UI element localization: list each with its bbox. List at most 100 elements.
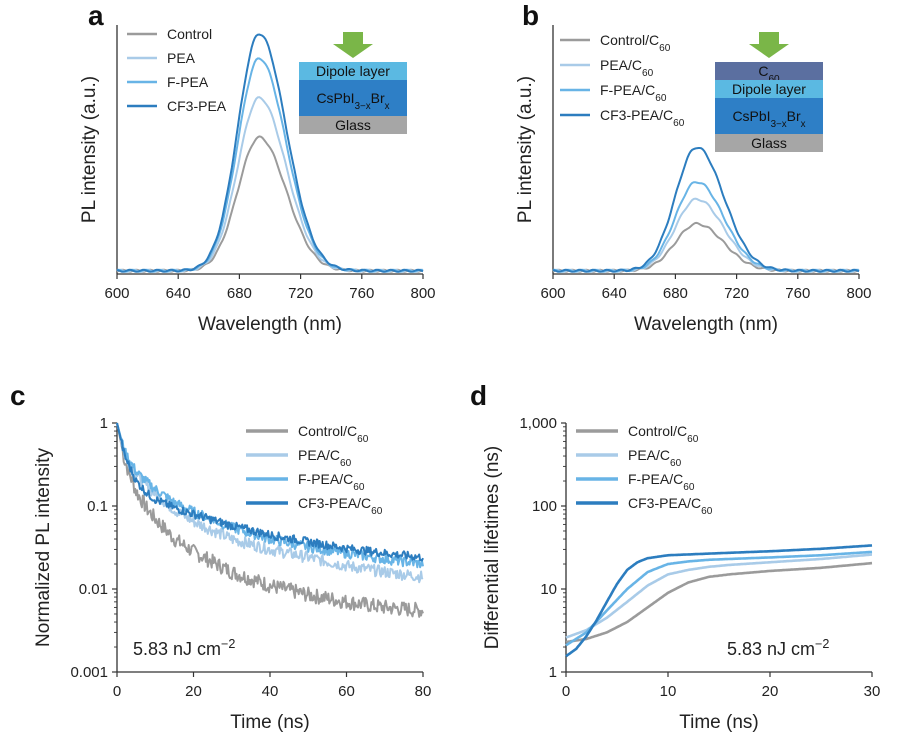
x-tick-label: 40: [262, 683, 279, 700]
label-main: C: [758, 63, 768, 79]
legend-label: F-PEA/C60: [600, 82, 667, 104]
x-tick-label: 760: [349, 285, 374, 302]
layer-label: CsPbI3−xBrx: [316, 90, 389, 112]
formula-sub: x: [385, 101, 390, 112]
annotation-base: 5.83 nJ cm: [133, 639, 221, 659]
label-subscript: 60: [670, 458, 682, 469]
label-subscript: 60: [673, 118, 685, 129]
y-tick-label: 0.001: [70, 664, 108, 681]
panel-letter: d: [470, 380, 487, 411]
label-subscript: 60: [659, 43, 671, 54]
label-subscript: 60: [683, 482, 695, 493]
y-tick-label: 1,000: [519, 415, 557, 432]
formula-sub: x: [801, 119, 806, 130]
series-line-cf3-pea-c60: [565, 544, 873, 658]
label-subscript: 60: [340, 458, 352, 469]
series-line-pea-c60: [116, 422, 424, 584]
y-axis-label: PL intensity (a.u.): [515, 76, 536, 223]
series-line-f-pea-c60: [116, 422, 424, 569]
label-main: CF3-PEA/C: [600, 107, 673, 123]
layer-rect: [299, 80, 407, 116]
x-tick-label: 10: [660, 683, 677, 700]
annotation-base: 5.83 nJ cm: [727, 639, 815, 659]
annotation-superscript: −2: [815, 637, 829, 651]
series-line-cf3-pea-c60: [552, 147, 860, 273]
x-tick-label: 720: [724, 285, 749, 302]
label-subscript: 60: [371, 506, 383, 517]
label-subscript: 60: [357, 434, 369, 445]
annotation-superscript: −2: [221, 637, 235, 651]
series-line-cf3-pea: [116, 33, 424, 273]
series-line-pea-c60: [565, 553, 873, 639]
label-main: Glass: [335, 117, 371, 133]
legend-label: Control/C60: [628, 423, 699, 445]
x-tick-label: 680: [663, 285, 688, 302]
layer-rect: [299, 116, 407, 134]
panel-b: 600 640 680 720 760 800 Wavelength (nm) PL inte…: [515, 0, 872, 335]
label-main: Control/C: [600, 32, 659, 48]
x-tick-label: 720: [288, 285, 313, 302]
label-main: Dipole layer: [316, 63, 390, 79]
formula-part: Br: [787, 108, 801, 124]
y-tick-label: 100: [532, 498, 557, 515]
formula-part: CsPbI: [316, 90, 354, 106]
label-main: Control: [167, 26, 212, 42]
y-tick-label: 1: [100, 415, 108, 432]
x-axis-label: Wavelength (nm): [634, 314, 778, 335]
legend-label: PEA/C60: [628, 447, 682, 469]
layer-rect: [715, 134, 823, 152]
y-tick-label: 0.01: [79, 581, 108, 598]
x-tick-label: 20: [762, 683, 779, 700]
label-main: Control/C: [298, 423, 357, 439]
x-tick-label: 680: [227, 285, 252, 302]
label-subscript: 60: [655, 93, 667, 104]
x-tick-label: 30: [864, 683, 881, 700]
x-tick-label: 800: [410, 285, 435, 302]
layer-label: Glass: [335, 117, 371, 133]
x-tick-label: 80: [415, 683, 432, 700]
formula-part: CsPbI: [732, 108, 770, 124]
label-subscript: 60: [768, 74, 780, 85]
x-tick-label: 600: [104, 285, 129, 302]
label-main: PEA/C: [298, 447, 340, 463]
layer-label: CsPbI3−xBrx: [732, 108, 805, 130]
layer-rect: [299, 62, 407, 80]
layer-label: Dipole layer: [732, 81, 806, 97]
x-axis-label: Time (ns): [679, 712, 759, 733]
label-main: Glass: [751, 135, 787, 151]
y-axis-label: PL intensity (a.u.): [79, 76, 100, 223]
label-subscript: 60: [687, 434, 699, 445]
x-tick-label: 640: [166, 285, 191, 302]
series-line-control-c60: [116, 422, 424, 618]
x-axis-label: Wavelength (nm): [198, 314, 342, 335]
label-main: F-PEA: [167, 74, 209, 90]
label-main: F-PEA/C: [600, 82, 655, 98]
layer-rect: [715, 62, 823, 80]
y-tick-label: 1: [549, 664, 557, 681]
formula-sub: 3−x: [355, 101, 371, 112]
excitation-arrow: [333, 32, 373, 58]
legend-label: Control: [167, 26, 212, 42]
fluence-annotation: 5.83 nJ cm−2: [133, 637, 235, 659]
formula-sub: 3−x: [771, 119, 787, 130]
label-main: F-PEA/C: [628, 471, 683, 487]
panel-d: 0 10 20 30 Time (ns) Differential lifetimes (…: [470, 380, 880, 733]
x-tick-label: 600: [540, 285, 565, 302]
panel-letter: b: [522, 0, 539, 31]
y-tick-label: 10: [540, 581, 557, 598]
series-line-control-c60: [552, 221, 860, 273]
label-subscript: 60: [642, 68, 654, 79]
legend-label: F-PEA/C60: [298, 471, 365, 493]
panel-c: 0 20 40 60 80 Time (ns) Normalized PL intensit…: [10, 380, 431, 733]
layer-label: Glass: [751, 135, 787, 151]
y-tick-label: 0.1: [87, 498, 108, 515]
x-tick-label: 760: [785, 285, 810, 302]
label-main: F-PEA/C: [298, 471, 353, 487]
series-line-control: [116, 135, 424, 273]
x-tick-label: 0: [113, 683, 121, 700]
label-subscript: 60: [353, 482, 365, 493]
excitation-arrow: [749, 32, 789, 58]
